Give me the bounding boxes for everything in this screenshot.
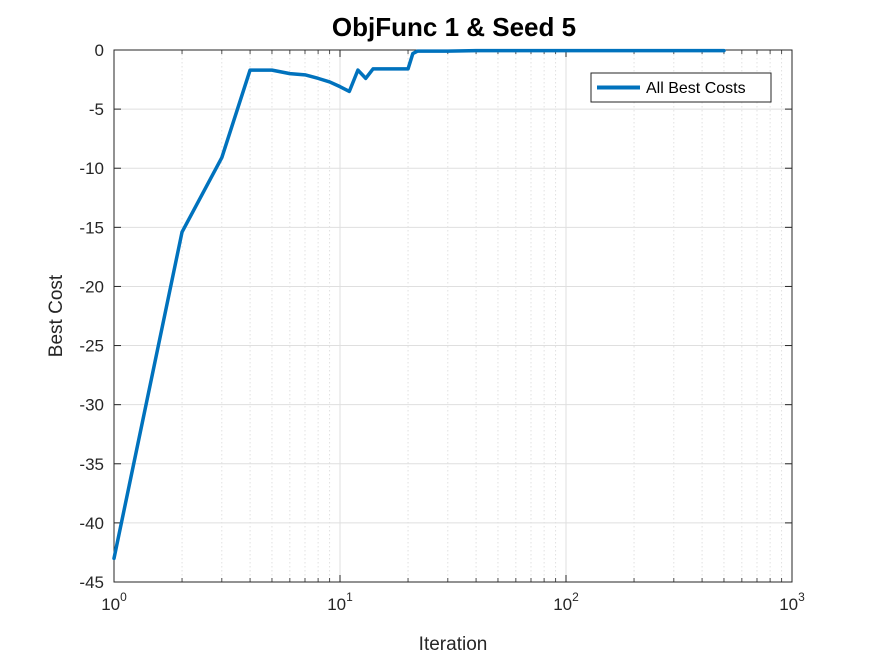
x-tick-label: 100 — [101, 590, 127, 614]
y-axis-tick-labels: 0 -5 -10 -15 -20 -25 -30 -35 -40 -45 — [79, 41, 104, 592]
x-axis-tick-labels: 100 101 102 103 — [101, 590, 805, 614]
minor-grid — [181, 50, 783, 582]
x-tick-label: 102 — [553, 590, 579, 614]
major-grid — [113, 50, 793, 582]
y-tick-label: -30 — [79, 396, 104, 415]
y-tick-label: -5 — [89, 100, 104, 119]
y-tick-label: -35 — [79, 455, 104, 474]
y-tick-label: -45 — [79, 573, 104, 592]
y-tick-label: 0 — [95, 41, 104, 60]
series-line-all-best-costs — [112, 48, 726, 561]
x-tick-label: 101 — [327, 590, 353, 614]
y-tick-label: -25 — [79, 337, 104, 356]
axis-tick-marks — [113, 49, 793, 583]
y-tick-label: -10 — [79, 159, 104, 178]
x-axis-label: Iteration — [419, 634, 488, 655]
y-tick-label: -40 — [79, 514, 104, 533]
legend-label: All Best Costs — [646, 80, 746, 97]
series-layer — [112, 48, 726, 561]
x-tick-label: 103 — [779, 590, 805, 614]
y-tick-label: -20 — [79, 277, 104, 296]
plot-area — [113, 49, 793, 583]
legend: All Best Costs — [590, 72, 772, 103]
y-axis-label: Best Cost — [46, 274, 67, 357]
chart-title: ObjFunc 1 & Seed 5 — [332, 12, 576, 42]
y-tick-label: -15 — [79, 218, 104, 237]
